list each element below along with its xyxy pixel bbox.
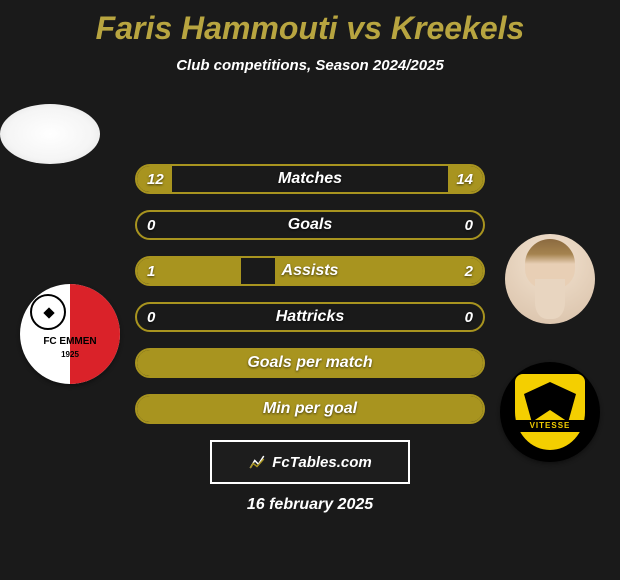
emmen-crest-year: 1925 xyxy=(20,350,120,359)
stat-label: Min per goal xyxy=(137,396,483,422)
stat-label: Assists xyxy=(137,258,483,284)
crest-left: FC EMMEN 1925 xyxy=(20,284,120,384)
subtitle: Club competitions, Season 2024/2025 xyxy=(0,57,620,74)
stat-row: Min per goal xyxy=(135,394,485,424)
watermark-text: FcTables.com xyxy=(272,454,371,471)
chart-icon xyxy=(248,453,266,471)
comparison-date: 16 february 2025 xyxy=(0,496,620,514)
stat-row: 12Assists xyxy=(135,256,485,286)
stat-row: Goals per match xyxy=(135,348,485,378)
stat-label: Hattricks xyxy=(137,304,483,330)
stat-row: 00Hattricks xyxy=(135,302,485,332)
stat-bars: 1214Matches 00Goals 12Assists 00Hattricks Go… xyxy=(135,164,485,424)
soccer-ball-icon xyxy=(30,294,66,330)
emmen-crest-text: FC EMMEN xyxy=(20,336,120,347)
vitesse-crest: VITESSE xyxy=(500,362,600,462)
stat-label: Matches xyxy=(137,166,483,192)
avatar-right xyxy=(505,234,595,324)
watermark-box: FcTables.com xyxy=(210,440,410,484)
stat-row: 1214Matches xyxy=(135,164,485,194)
vitesse-crest-text: VITESSE xyxy=(510,420,590,432)
page-title: Faris Hammouti vs Kreekels xyxy=(0,0,620,47)
comparison-content: FC EMMEN 1925 VITESSE 1214Matches 00Goals… xyxy=(0,104,620,514)
stat-label: Goals xyxy=(137,212,483,238)
emmen-crest: FC EMMEN 1925 xyxy=(20,284,120,384)
crest-right: VITESSE xyxy=(500,362,600,462)
stat-label: Goals per match xyxy=(137,350,483,376)
stat-row: 00Goals xyxy=(135,210,485,240)
avatar-left xyxy=(0,104,100,164)
